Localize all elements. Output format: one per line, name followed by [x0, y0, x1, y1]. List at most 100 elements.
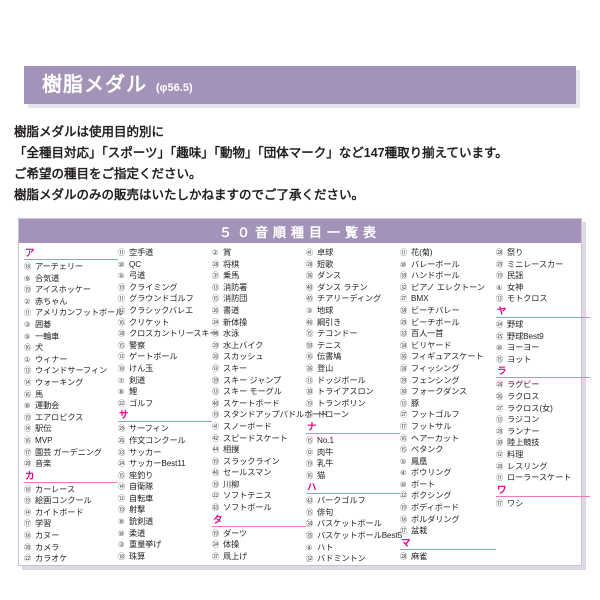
list-item[interactable]: ⑪ 空手道: [118, 247, 212, 259]
list-item[interactable]: ⑤ 弓道: [118, 270, 212, 282]
list-item[interactable]: ⑱ 珠算: [118, 551, 212, 563]
list-item[interactable]: ⑧ 運動会: [24, 400, 118, 412]
list-item[interactable]: ⑲ トランポリン: [306, 398, 400, 410]
list-item[interactable]: ⑫ ゲートボール: [118, 351, 212, 363]
list-item[interactable]: ⑲ 射撃: [118, 504, 212, 516]
list-item[interactable]: ⑯ ヘアーカット: [400, 433, 496, 445]
list-item[interactable]: ⑳ カメラ: [24, 542, 118, 554]
list-item[interactable]: ⑤ 一輪車: [24, 331, 118, 343]
list-item[interactable]: ⑰ 盆栽: [400, 525, 496, 537]
list-item[interactable]: ③ 囲碁: [24, 319, 118, 331]
list-item[interactable]: ⑲ スタンドアップパドルボード: [212, 409, 328, 421]
list-item[interactable]: ⑤ 鳳凰: [400, 456, 496, 468]
list-item[interactable]: ㉗ BMX: [400, 293, 496, 305]
list-item[interactable]: ⑱ カーレース: [24, 484, 118, 496]
list-item[interactable]: ⑲ ダーツ: [212, 528, 306, 540]
list-item[interactable]: ⑮ テコンドー: [306, 328, 400, 340]
list-item[interactable]: ⑱ ボルダリング: [400, 514, 496, 526]
list-item[interactable]: ⑲ 絵画コンクール: [24, 495, 118, 507]
list-item[interactable]: ⑮ ペタンク: [400, 444, 496, 456]
list-item[interactable]: ⑲ 川柳: [212, 479, 306, 491]
list-item[interactable]: ⑮ ドローン: [306, 409, 400, 421]
list-item[interactable]: ⑰ 園芸 ガーデニング: [24, 447, 118, 459]
list-item[interactable]: ⑯ クリケット: [118, 317, 212, 329]
list-item[interactable]: ⑦ 剣道: [118, 375, 212, 387]
list-item[interactable]: ⑮ 消防団: [212, 293, 306, 305]
list-item[interactable]: ⑬ ウインドサーフィン: [24, 365, 118, 377]
list-item[interactable]: ⑲ 民謡: [496, 270, 590, 282]
list-item[interactable]: ⑫ 自転車: [118, 493, 212, 505]
list-item[interactable]: ⑨ 合気道: [24, 273, 118, 285]
list-item[interactable]: ⑪ アメリカンフットボール: [24, 307, 123, 319]
list-item[interactable]: ⑩ QC: [118, 259, 212, 271]
list-item[interactable]: ⑬ ラジコン: [496, 414, 590, 426]
list-item[interactable]: ⑲ アイスホッケー: [24, 284, 118, 296]
list-item[interactable]: ⑲ スラックライン: [212, 456, 306, 468]
list-item[interactable]: ⑲ クライミング: [118, 282, 212, 294]
list-item[interactable]: ⑱ アーチェリー: [24, 261, 118, 273]
list-item[interactable]: ③ 重量挙げ: [118, 539, 212, 551]
list-item[interactable]: ⑱ カヌー: [24, 530, 118, 542]
list-item[interactable]: ④ ボウリング: [400, 467, 496, 479]
list-item[interactable]: ⑳ レスリング: [496, 461, 590, 473]
list-item[interactable]: ⑬ ドッジボール: [306, 375, 400, 387]
list-item[interactable]: ⑬ 消防署: [212, 282, 306, 294]
list-item[interactable]: ⑩ ヨーヨー: [496, 342, 590, 354]
list-item[interactable]: ⑮ No.1: [306, 435, 400, 447]
list-item[interactable]: ⑮ 座釣り: [118, 470, 212, 482]
list-item[interactable]: ③ 地球: [306, 305, 400, 317]
list-item[interactable]: ⑲ ボディボード: [400, 502, 496, 514]
list-item[interactable]: ⑫ 肉牛: [306, 447, 400, 459]
list-item[interactable]: ⑯ MVP: [24, 435, 118, 447]
list-item[interactable]: ⑭ カイトボード: [24, 507, 118, 519]
